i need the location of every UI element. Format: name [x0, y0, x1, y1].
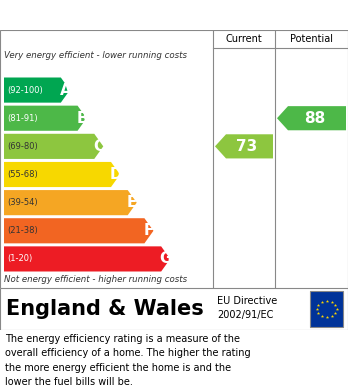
- Text: The energy efficiency rating is a measure of the
overall efficiency of a home. T: The energy efficiency rating is a measur…: [5, 334, 251, 387]
- Text: F: F: [144, 223, 154, 238]
- Text: Very energy efficient - lower running costs: Very energy efficient - lower running co…: [4, 51, 187, 60]
- Text: EU Directive
2002/91/EC: EU Directive 2002/91/EC: [217, 296, 277, 320]
- Text: Not energy efficient - higher running costs: Not energy efficient - higher running co…: [4, 275, 187, 284]
- Text: 88: 88: [304, 111, 325, 126]
- Polygon shape: [277, 106, 346, 130]
- Text: (39-54): (39-54): [7, 198, 38, 207]
- Text: (69-80): (69-80): [7, 142, 38, 151]
- Text: (81-91): (81-91): [7, 114, 38, 123]
- Text: A: A: [60, 83, 71, 98]
- Text: England & Wales: England & Wales: [6, 299, 204, 319]
- Polygon shape: [4, 106, 87, 131]
- Text: E: E: [127, 195, 137, 210]
- Text: (21-38): (21-38): [7, 226, 38, 235]
- Polygon shape: [4, 162, 120, 187]
- Text: Potential: Potential: [290, 34, 333, 44]
- Text: (92-100): (92-100): [7, 86, 43, 95]
- Text: Current: Current: [226, 34, 262, 44]
- Text: C: C: [93, 139, 104, 154]
- Polygon shape: [4, 190, 137, 215]
- Text: Energy Efficiency Rating: Energy Efficiency Rating: [10, 7, 220, 23]
- Polygon shape: [4, 77, 70, 103]
- Polygon shape: [215, 134, 273, 158]
- Text: 73: 73: [236, 139, 258, 154]
- Text: (1-20): (1-20): [7, 255, 32, 264]
- Text: B: B: [76, 111, 88, 126]
- Text: (55-68): (55-68): [7, 170, 38, 179]
- Polygon shape: [4, 218, 153, 243]
- Bar: [310, 291, 343, 327]
- Polygon shape: [4, 246, 170, 271]
- Text: G: G: [159, 251, 172, 266]
- Text: D: D: [109, 167, 122, 182]
- Polygon shape: [4, 134, 103, 159]
